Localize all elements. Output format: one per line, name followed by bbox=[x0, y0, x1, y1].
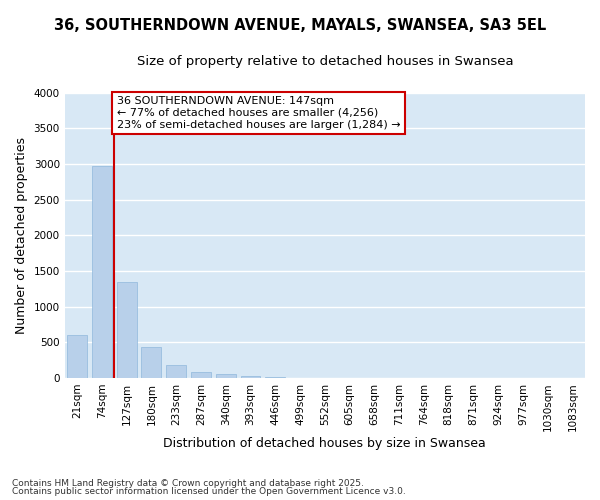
Text: 36 SOUTHERNDOWN AVENUE: 147sqm
← 77% of detached houses are smaller (4,256)
23% : 36 SOUTHERNDOWN AVENUE: 147sqm ← 77% of … bbox=[117, 96, 400, 130]
Text: Contains HM Land Registry data © Crown copyright and database right 2025.: Contains HM Land Registry data © Crown c… bbox=[12, 478, 364, 488]
Bar bbox=[67, 335, 87, 378]
Bar bbox=[191, 372, 211, 378]
Bar bbox=[92, 166, 112, 378]
Text: Contains public sector information licensed under the Open Government Licence v3: Contains public sector information licen… bbox=[12, 487, 406, 496]
Bar bbox=[216, 374, 236, 378]
Bar bbox=[117, 282, 137, 378]
Bar bbox=[142, 348, 161, 378]
X-axis label: Distribution of detached houses by size in Swansea: Distribution of detached houses by size … bbox=[163, 437, 486, 450]
Bar bbox=[265, 377, 285, 378]
Bar bbox=[166, 366, 186, 378]
Text: 36, SOUTHERNDOWN AVENUE, MAYALS, SWANSEA, SA3 5EL: 36, SOUTHERNDOWN AVENUE, MAYALS, SWANSEA… bbox=[54, 18, 546, 32]
Y-axis label: Number of detached properties: Number of detached properties bbox=[15, 137, 28, 334]
Bar bbox=[241, 376, 260, 378]
Title: Size of property relative to detached houses in Swansea: Size of property relative to detached ho… bbox=[137, 55, 513, 68]
